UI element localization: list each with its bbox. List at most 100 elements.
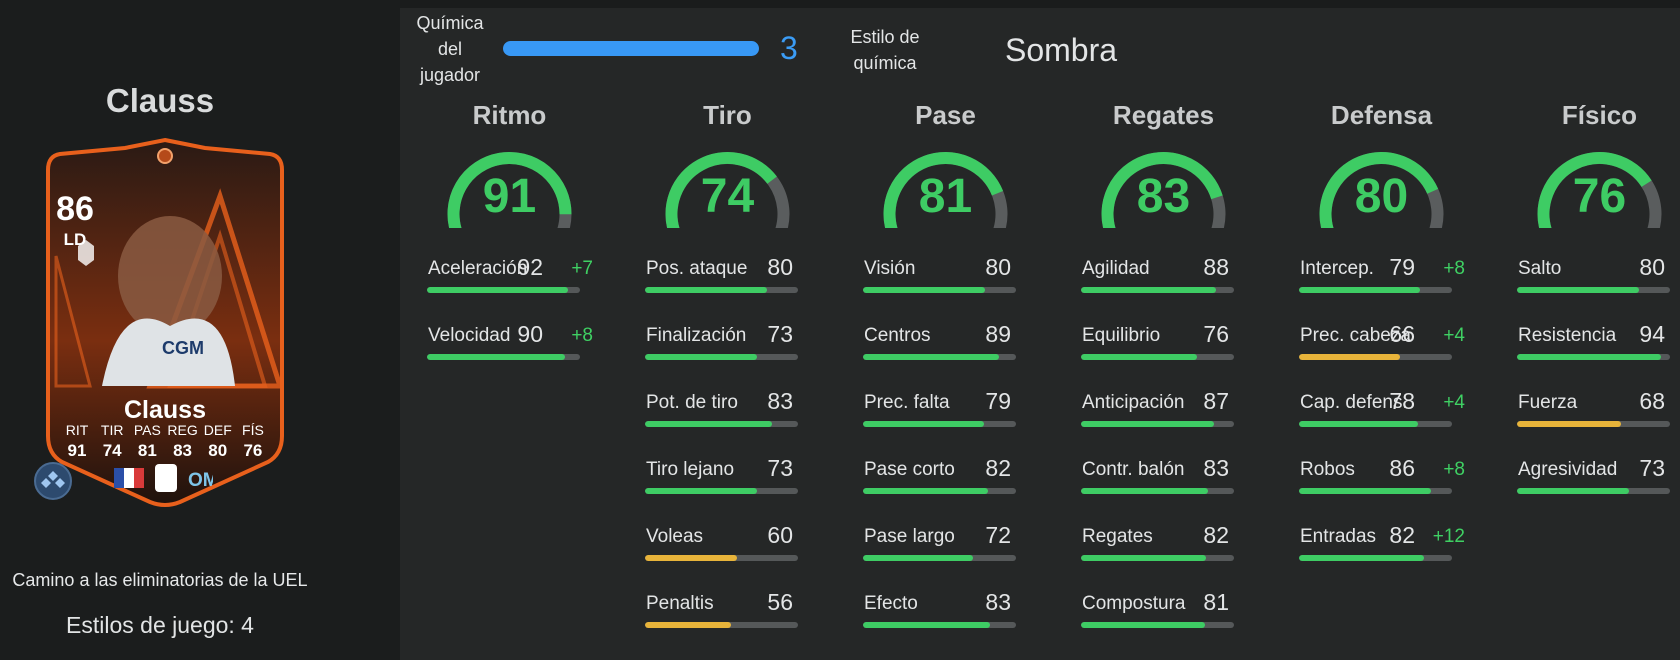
- attribute-bar-fill: [1299, 488, 1431, 494]
- attribute-bar-fill: [863, 488, 989, 494]
- card-rating: 86: [56, 190, 94, 228]
- attribute-row-equilibrio[interactable]: Equilibrio 76: [1076, 321, 1251, 392]
- attribute-value: 83: [767, 388, 793, 414]
- playstyles-count: Estilos de juego: 4: [66, 612, 254, 638]
- attribute-name: Salto: [1518, 258, 1562, 279]
- attribute-bar-fill: [1081, 421, 1215, 427]
- attribute-bar: [863, 488, 1016, 494]
- attribute-bonus: +7: [571, 258, 593, 279]
- attribute-bar-fill: [863, 287, 986, 293]
- card-stat: TIR 74: [95, 422, 129, 461]
- attribute-row-salto[interactable]: Salto 80: [1512, 254, 1680, 325]
- attribute-row-penaltis[interactable]: Penaltis 56: [640, 589, 815, 660]
- attribute-row-robos[interactable]: Robos 86 +8: [1294, 455, 1469, 526]
- attribute-name: Voleas: [646, 526, 704, 547]
- attribute-bonus: +4: [1443, 392, 1465, 413]
- attribute-value: 88: [1203, 254, 1229, 280]
- attribute-list: Visión 80 Centros 89 Prec. falta 79 Pase corto…: [858, 254, 1033, 660]
- attribute-bar-fill: [1081, 555, 1207, 561]
- attribute-row-prec-falta[interactable]: Prec. falta 79: [858, 388, 1033, 459]
- chemistry-bar: [503, 41, 759, 56]
- attribute-value: 87: [1203, 388, 1229, 414]
- gauge-fill: [447, 152, 572, 228]
- attribute-row-aceleracion[interactable]: Aceleración 92 +7: [422, 254, 597, 325]
- card-stat: REG 83: [166, 422, 200, 461]
- attribute-value: 78: [1389, 388, 1415, 414]
- card-stat: DEF 80: [201, 422, 235, 461]
- attribute-row-pase-largo[interactable]: Pase largo 72: [858, 522, 1033, 593]
- attribute-bar-fill: [1517, 354, 1661, 360]
- attribute-name: Equilibrio: [1082, 325, 1161, 346]
- attribute-row-anticipacion[interactable]: Anticipación 87: [1076, 388, 1251, 459]
- attribute-row-agilidad[interactable]: Agilidad 88: [1076, 254, 1251, 325]
- category-title: Pase: [915, 100, 976, 130]
- attribute-bar: [427, 287, 580, 293]
- category-title: Tiro: [703, 100, 752, 130]
- attribute-row-resistencia[interactable]: Resistencia 94: [1512, 321, 1680, 392]
- attribute-bar: [1517, 354, 1670, 360]
- attribute-bar: [1299, 354, 1452, 360]
- attribute-bar-fill: [1299, 287, 1420, 293]
- chemistry-style-label: Estilo de química: [838, 24, 932, 76]
- attribute-row-intercep-[interactable]: Intercep. 79 +8: [1294, 254, 1469, 325]
- attribute-row-vision[interactable]: Visión 80: [858, 254, 1033, 325]
- attribute-value: 66: [1389, 321, 1415, 347]
- attribute-bar: [863, 421, 1016, 427]
- category-fisico: Físico 76 Salto 80 Resistencia 94 Fuerza 68 Agre…: [1512, 100, 1680, 526]
- attribute-bar-fill: [1081, 622, 1205, 628]
- attribute-name: Finalización: [646, 325, 747, 346]
- attribute-row-pos-ataque[interactable]: Pos. ataque 80: [640, 254, 815, 325]
- player-card[interactable]: CGM 86 LD Clauss RIT 91 TIR 74 PAS 81 RE…: [30, 136, 300, 511]
- card-stat-value: 80: [208, 441, 228, 460]
- marseille-crest-icon: OM: [188, 470, 213, 491]
- attribute-row-finalizacion[interactable]: Finalización 73: [640, 321, 815, 392]
- card-stat: PAS 81: [130, 422, 164, 461]
- attribute-row-centros[interactable]: Centros 89: [858, 321, 1033, 392]
- attribute-row-contr-balon[interactable]: Contr. balón 83: [1076, 455, 1251, 526]
- attribute-bar-fill: [645, 287, 768, 293]
- playstyle-icon[interactable]: [34, 462, 72, 500]
- category-gauge: 91: [422, 144, 597, 228]
- attribute-name: Agilidad: [1082, 258, 1150, 279]
- attribute-row-fuerza[interactable]: Fuerza 68: [1512, 388, 1680, 459]
- attribute-row-cap-defens-[interactable]: Cap. defens. 78 +4: [1294, 388, 1469, 459]
- attribute-row-prec-cabeza[interactable]: Prec. cabeza 66 +4: [1294, 321, 1469, 392]
- attribute-row-voleas[interactable]: Voleas 60: [640, 522, 815, 593]
- ligue1-logo-icon: [155, 464, 177, 492]
- attribute-row-efecto[interactable]: Efecto 83: [858, 589, 1033, 660]
- attribute-row-pot-de-tiro[interactable]: Pot. de tiro 83: [640, 388, 815, 459]
- attribute-list: Intercep. 79 +8 Prec. cabeza 66 +4 Cap. defens…: [1294, 254, 1469, 593]
- category-gauge: 74: [640, 144, 815, 228]
- card-stat: RIT 91: [60, 422, 94, 461]
- chemistry-style-value[interactable]: Sombra: [1005, 32, 1118, 68]
- attribute-row-agresividad[interactable]: Agresividad 73: [1512, 455, 1680, 526]
- attribute-bar: [863, 354, 1016, 360]
- attribute-bar-fill: [427, 354, 565, 360]
- attribute-bar: [1517, 421, 1670, 427]
- attribute-list: Pos. ataque 80 Finalización 73 Pot. de tiro 8…: [640, 254, 815, 660]
- attribute-row-entradas[interactable]: Entradas 82 +12: [1294, 522, 1469, 593]
- attribute-name: Contr. balón: [1082, 459, 1185, 480]
- attribute-bonus: +8: [571, 325, 593, 346]
- svg-text:OM: OM: [188, 470, 213, 491]
- card-player-name: Clauss: [124, 396, 206, 424]
- category-title: Defensa: [1330, 100, 1433, 130]
- attribute-row-compostura[interactable]: Compostura 81: [1076, 589, 1251, 660]
- attribute-bar-fill: [1081, 287, 1216, 293]
- attribute-row-regates[interactable]: Regates 82: [1076, 522, 1251, 593]
- attribute-row-velocidad[interactable]: Velocidad 90 +8: [422, 321, 597, 392]
- attribute-bar-fill: [1517, 421, 1622, 427]
- category-rating: 81: [918, 170, 973, 223]
- gauge-arc: [1101, 152, 1226, 228]
- attribute-row-tiro-lejano[interactable]: Tiro lejano 73: [640, 455, 815, 526]
- attribute-name: Pase corto: [864, 459, 955, 480]
- attribute-value: 82: [1389, 522, 1415, 548]
- gauge-fill: [1319, 152, 1439, 228]
- attribute-name: Anticipación: [1082, 392, 1185, 413]
- attribute-bar-fill: [1299, 354, 1400, 360]
- attribute-list: Aceleración 92 +7 Velocidad 90 +8: [422, 254, 597, 392]
- attribute-bar-fill: [645, 622, 731, 628]
- attribute-bar: [1081, 354, 1234, 360]
- attribute-row-pase-corto[interactable]: Pase corto 82: [858, 455, 1033, 526]
- attribute-bar-fill: [427, 287, 568, 293]
